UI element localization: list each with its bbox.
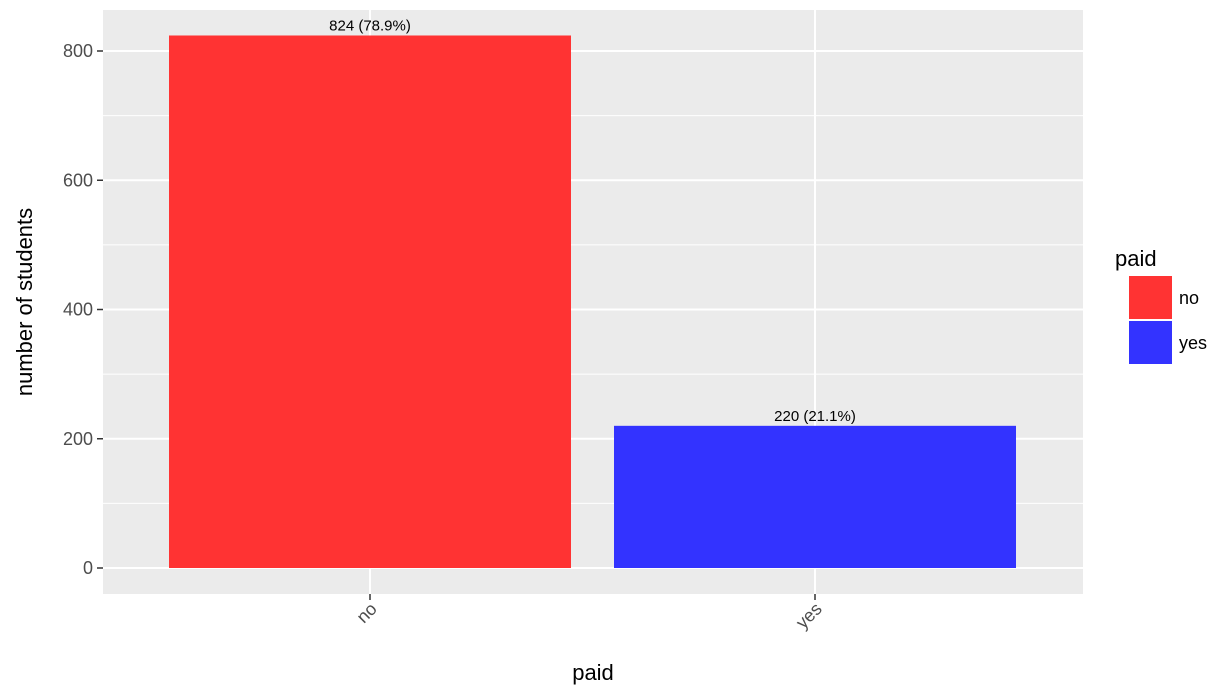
- legend-label-no: no: [1179, 288, 1199, 308]
- x-axis-title: paid: [572, 660, 614, 685]
- y-tick-label: 600: [63, 170, 93, 190]
- y-tick-label: 800: [63, 41, 93, 61]
- legend: paid no yes: [1115, 246, 1207, 364]
- x-axis: no yes: [353, 594, 826, 633]
- legend-swatch-yes: [1129, 321, 1172, 364]
- legend-title: paid: [1115, 246, 1157, 271]
- y-tick-label: 0: [83, 558, 93, 578]
- x-tick-label-yes: yes: [792, 599, 826, 633]
- legend-swatch-no: [1129, 276, 1172, 319]
- y-axis-title: number of students: [12, 208, 37, 396]
- data-labels-group: 824 (78.9%) 220 (21.1%): [329, 17, 856, 424]
- data-label-yes: 220 (21.1%): [774, 408, 856, 425]
- y-axis: 0 200 400 600 800: [63, 41, 103, 578]
- bar-no: [169, 35, 571, 569]
- legend-label-yes: yes: [1179, 333, 1207, 353]
- bar-yes: [614, 425, 1016, 568]
- bars-group: [169, 35, 1016, 569]
- x-tick-label-no: no: [353, 599, 381, 627]
- y-tick-label: 400: [63, 300, 93, 320]
- y-tick-label: 200: [63, 429, 93, 449]
- data-label-no: 824 (78.9%): [329, 17, 411, 34]
